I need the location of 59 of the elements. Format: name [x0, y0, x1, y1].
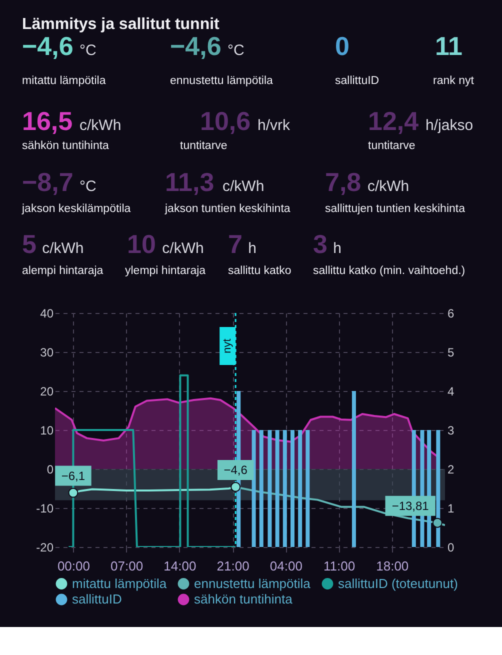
- y-tick-label: 10: [40, 424, 54, 438]
- y-tick-label: 0: [46, 462, 54, 476]
- text: 16,5 c/kWh: [22, 106, 122, 136]
- text: 10,6 h/vrk: [200, 106, 291, 136]
- text: jakson keskilämpötila: [21, 203, 132, 215]
- legend-label: sallittuID: [72, 592, 122, 606]
- text: Lämmitys ja sallitut tunnit: [22, 16, 220, 33]
- text: sähkön tuntihinta: [22, 140, 110, 152]
- x-tick-label: 21:00: [216, 558, 250, 574]
- y2-tick-label: 4: [448, 384, 454, 398]
- text: alempi hintaraja: [22, 265, 104, 277]
- y2-tick-label: 2: [448, 462, 454, 476]
- y-tick-label: 30: [40, 346, 54, 360]
- text: ennustettu lämpötila: [170, 75, 274, 87]
- text: 11,3 c/kWh: [165, 167, 264, 197]
- legend-label: ennustettu lämpötila: [194, 576, 312, 591]
- y-tick-label: 20: [40, 384, 54, 398]
- text: −8,7 °C: [22, 167, 97, 197]
- text: −4,6 °C: [170, 31, 245, 61]
- y2-tick-label: 3: [448, 424, 454, 438]
- ref-line-label: nyt: [222, 338, 234, 354]
- text: 11: [435, 31, 462, 61]
- text: 12,4 h/jakso: [368, 106, 474, 136]
- text: rank nyt: [433, 75, 475, 87]
- legend-label: sähkön tuntihinta: [194, 592, 294, 606]
- text: tuntitarve: [180, 140, 228, 152]
- text: tuntitarve: [368, 140, 416, 152]
- x-tick-label: 11:00: [323, 558, 356, 574]
- y2-tick-label: 0: [448, 540, 454, 554]
- text: sallittujen tuntien keskihinta: [325, 203, 466, 215]
- y2-tick-label: 1: [448, 502, 454, 516]
- text: 7 h: [228, 229, 256, 259]
- legend-label: mitattu lämpötila: [72, 576, 168, 591]
- text: 0: [335, 31, 350, 61]
- y2-tick-label: 6: [448, 306, 454, 320]
- x-tick-label: 14:00: [164, 558, 196, 574]
- text: 3 h: [313, 229, 342, 259]
- x-tick-label: 18:00: [376, 558, 409, 574]
- annotation: −6,1: [61, 468, 86, 483]
- y2-tick-label: 5: [448, 346, 454, 360]
- text: −4,6 °C: [22, 31, 97, 61]
- text: mitattu lämpötila: [22, 75, 106, 87]
- annotation: −4,6: [224, 462, 248, 477]
- annotation: −13,81: [392, 498, 430, 513]
- text: 10 c/kWh: [127, 229, 204, 259]
- text: 7,8 c/kWh: [325, 167, 410, 197]
- text: sallittuID: [335, 75, 380, 87]
- y-tick-label: -20: [36, 540, 54, 554]
- text: sallittu katko (min. vaihtoehd.): [313, 265, 466, 277]
- text: ylempi hintaraja: [125, 265, 206, 277]
- text: 5 c/kWh: [22, 229, 84, 259]
- y-tick-label: 40: [40, 306, 54, 320]
- x-tick-label: 04:00: [270, 558, 302, 574]
- x-tick-label: 07:00: [110, 558, 144, 574]
- x-tick-label: 00:00: [57, 558, 90, 574]
- legend-label: sallittuID (toteutunut): [338, 576, 458, 591]
- text: jakson tuntien keskihinta: [164, 203, 291, 215]
- text: sallittu katko: [228, 265, 292, 277]
- y-tick-label: -10: [36, 502, 54, 516]
